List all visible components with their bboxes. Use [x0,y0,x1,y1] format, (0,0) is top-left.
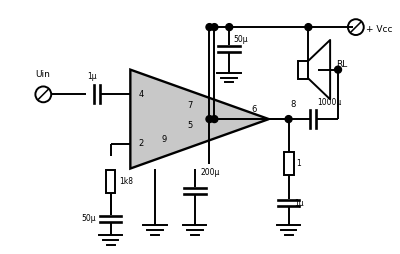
Text: RL: RL [336,60,347,69]
Text: 2: 2 [138,139,144,148]
Bar [284,152,294,176]
Circle shape [211,116,218,122]
Text: 1000μ: 1000μ [317,98,342,107]
Text: 1: 1 [296,159,301,168]
Bar [298,61,308,78]
Text: 200μ: 200μ [200,168,220,178]
Circle shape [305,24,312,30]
Text: Uin: Uin [35,70,50,78]
Circle shape [206,24,213,30]
Text: + Vcc: + Vcc [366,25,392,34]
Text: 1μ: 1μ [87,72,96,81]
Text: 7: 7 [187,101,192,110]
Text: 9: 9 [162,135,167,144]
Circle shape [285,116,292,122]
Circle shape [206,116,213,122]
Bar [106,169,116,193]
Text: 8: 8 [290,100,296,109]
Text: 50μ: 50μ [233,35,248,44]
Text: 1μ: 1μ [294,199,304,208]
Circle shape [334,66,342,73]
Circle shape [226,24,233,30]
Text: 5: 5 [187,120,192,130]
Text: 50μ: 50μ [81,214,96,224]
Text: 6: 6 [251,105,256,114]
Text: 1k8: 1k8 [120,177,134,186]
Text: 4: 4 [138,90,144,99]
Polygon shape [130,70,269,169]
Circle shape [211,24,218,30]
